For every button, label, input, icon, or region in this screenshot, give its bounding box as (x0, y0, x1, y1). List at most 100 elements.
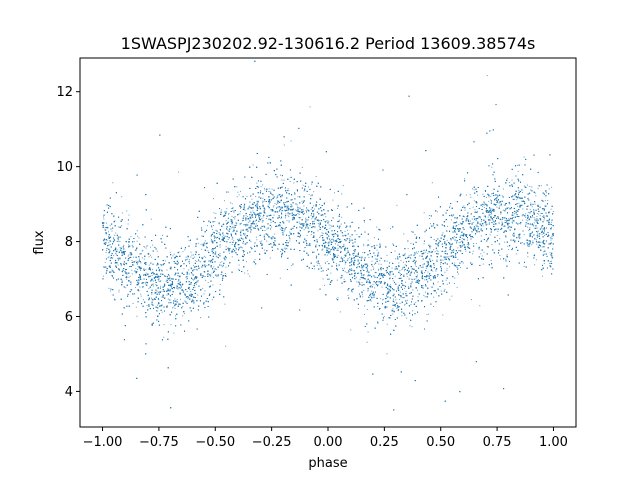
data-point (168, 275, 170, 277)
data-point (523, 234, 525, 236)
data-point (175, 262, 177, 264)
data-point (327, 242, 329, 244)
data-point (272, 198, 274, 200)
data-point (521, 197, 523, 199)
data-point (269, 191, 271, 193)
data-point (446, 268, 448, 270)
data-point (502, 188, 504, 190)
data-point (433, 239, 435, 241)
data-point (367, 239, 369, 241)
data-point (340, 223, 342, 225)
data-point (541, 225, 543, 227)
data-point (526, 245, 528, 247)
data-point (336, 249, 338, 251)
data-point (436, 211, 438, 213)
data-point (298, 221, 300, 223)
data-point (322, 232, 324, 234)
data-point (184, 249, 186, 251)
data-point (551, 221, 553, 223)
data-point (346, 259, 348, 261)
data-point (254, 259, 256, 261)
data-point (287, 188, 289, 190)
data-point (536, 212, 538, 214)
data-point (263, 249, 265, 251)
data-point (266, 240, 268, 242)
data-point (188, 259, 190, 261)
data-point (302, 212, 304, 214)
data-point (289, 180, 291, 182)
data-point (455, 229, 457, 231)
data-point (328, 221, 330, 223)
data-point (333, 258, 335, 260)
data-point (150, 262, 152, 264)
data-point (454, 277, 456, 279)
data-point (526, 222, 528, 224)
data-point (391, 309, 393, 311)
data-point (398, 262, 400, 264)
data-point (346, 251, 348, 253)
data-point (544, 234, 546, 236)
data-point (372, 269, 374, 271)
data-point (200, 243, 202, 245)
data-point (415, 275, 417, 277)
data-point (337, 207, 339, 209)
data-point (471, 222, 473, 224)
data-point (502, 209, 504, 211)
data-point (399, 273, 401, 275)
data-point (368, 256, 370, 258)
data-point (488, 200, 490, 202)
data-point (446, 283, 448, 285)
data-point (458, 228, 460, 230)
data-point (349, 238, 351, 240)
data-point (341, 256, 343, 258)
data-point (162, 234, 164, 236)
data-point (160, 280, 162, 282)
data-point (408, 277, 410, 279)
data-point (470, 220, 472, 222)
data-point (119, 247, 121, 249)
data-point (340, 257, 342, 259)
data-point (537, 230, 539, 232)
data-point (363, 259, 365, 261)
data-point (219, 246, 221, 248)
data-point (394, 250, 396, 252)
data-point (494, 198, 496, 200)
data-point (547, 199, 549, 201)
data-point (456, 287, 458, 289)
data-point (129, 275, 131, 277)
data-point (415, 269, 417, 271)
data-point (487, 216, 489, 218)
data-point (358, 285, 360, 287)
data-point (206, 246, 208, 248)
data-point (251, 226, 253, 228)
data-point (233, 227, 235, 229)
data-point (422, 253, 424, 255)
data-point (114, 240, 116, 242)
data-point (341, 216, 343, 218)
data-point (341, 240, 343, 242)
data-point (108, 244, 110, 246)
data-point (488, 219, 490, 221)
data-point (240, 222, 242, 224)
data-point (177, 288, 179, 290)
data-point (225, 246, 227, 248)
data-point (276, 197, 278, 199)
data-point (456, 242, 458, 244)
data-point (511, 179, 513, 181)
data-point (346, 252, 348, 254)
data-point (107, 231, 109, 233)
data-point (549, 223, 551, 225)
data-point (138, 267, 140, 269)
data-point (256, 182, 258, 184)
data-point (115, 260, 117, 262)
data-point (390, 228, 392, 230)
data-point (366, 308, 368, 310)
data-point (404, 303, 406, 305)
data-point (342, 267, 344, 269)
data-point (465, 194, 467, 196)
data-point (501, 222, 503, 224)
data-point (271, 188, 273, 190)
data-point (550, 239, 552, 241)
data-point (192, 265, 194, 267)
